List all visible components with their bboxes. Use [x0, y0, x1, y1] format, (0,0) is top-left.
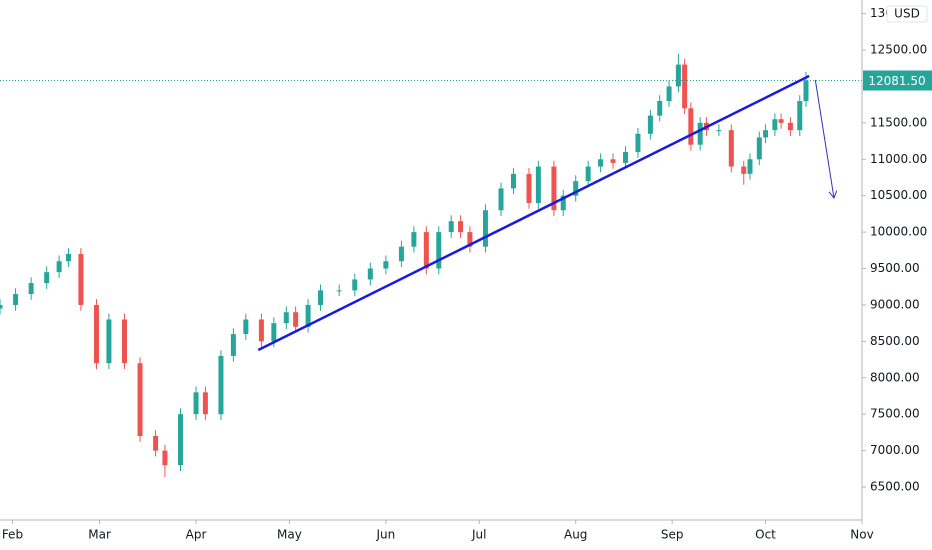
y-tick-label: 9000.00	[870, 297, 920, 311]
candle-body	[193, 392, 199, 415]
candle-body	[352, 279, 358, 291]
axes: 6500.00 7000.00 7500.00 8000.00 8500.00 9000.…	[2, 5, 932, 542]
candle-body	[551, 166, 557, 211]
candle-body	[763, 130, 769, 138]
candle-body	[622, 151, 628, 163]
candle-body	[747, 159, 753, 174]
candle-body	[65, 253, 71, 262]
currency-badge	[886, 5, 928, 23]
candle-body	[305, 304, 311, 327]
candle-body	[716, 130, 722, 132]
arrow	[814, 79, 834, 198]
candle-body	[283, 312, 289, 324]
y-tick-label: 8000.00	[870, 370, 920, 384]
y-tick-label: 10500.00	[870, 188, 927, 202]
candle-body	[467, 232, 473, 247]
y-tick-label: 7500.00	[870, 407, 920, 421]
candle-body	[728, 130, 734, 167]
candle-body	[756, 137, 762, 160]
y-tick-label: 11000.00	[870, 152, 927, 166]
candle-body	[682, 64, 688, 109]
candle-body	[585, 166, 591, 182]
candle-body	[293, 312, 299, 327]
x-tick-label: Feb	[2, 528, 23, 542]
plot-area	[0, 53, 862, 477]
candle-body	[13, 294, 19, 305]
candle-body	[560, 195, 566, 211]
candle-body	[635, 133, 641, 152]
candle-body	[318, 290, 324, 305]
candle-body	[482, 210, 488, 247]
x-tick-label: Nov	[850, 528, 873, 542]
candle-body	[411, 232, 417, 247]
candle-body	[610, 159, 616, 163]
candle-body	[202, 392, 208, 415]
candle-body	[336, 290, 342, 292]
candle-body	[218, 355, 224, 415]
last-price-label: 12081.50	[868, 74, 925, 88]
candle-body	[573, 181, 579, 196]
candle-body	[44, 272, 50, 284]
candle-body	[137, 363, 143, 437]
candle-body	[0, 304, 3, 309]
trend-line	[257, 74, 810, 352]
candle-body	[78, 253, 84, 305]
candle-body	[448, 221, 454, 233]
candle-body	[797, 101, 803, 131]
candle-body	[93, 304, 99, 364]
candle-body	[666, 86, 672, 102]
x-tick-label: Sep	[661, 528, 684, 542]
y-tick-label: 10000.00	[870, 225, 927, 239]
y-tick-label: 7000.00	[870, 443, 920, 457]
candle-body	[697, 122, 703, 145]
candle-body	[367, 268, 373, 280]
candle-body	[121, 319, 127, 364]
candle-body	[772, 119, 778, 131]
candle-body	[28, 283, 34, 295]
last-price-badge	[863, 70, 932, 91]
x-tick-label: May	[277, 528, 302, 542]
currency-label: USD	[894, 7, 920, 21]
candle-body	[271, 323, 277, 342]
candle-body	[177, 414, 183, 466]
x-tick-label: Mar	[88, 528, 111, 542]
candle-body	[510, 173, 516, 189]
candle-body	[398, 246, 404, 262]
candle-body	[787, 122, 793, 131]
x-tick-label: Jul	[471, 528, 486, 542]
candle-body	[162, 450, 168, 466]
candle-body	[498, 188, 504, 211]
candle-body	[458, 221, 464, 233]
candle-body	[657, 101, 663, 116]
candle-body	[526, 173, 532, 203]
x-tick-label: Oct	[755, 528, 776, 542]
candle-body	[423, 232, 429, 269]
candle-body	[598, 159, 604, 167]
candle-body	[675, 64, 681, 87]
candle-body	[56, 261, 62, 273]
candle-body	[383, 261, 389, 269]
y-tick-label: 6500.00	[870, 480, 920, 494]
candle-body	[436, 232, 442, 269]
candle-body	[647, 115, 653, 134]
y-tick-label: 11500.00	[870, 115, 927, 129]
candle-body	[258, 319, 264, 342]
x-tick-label: Apr	[186, 528, 207, 542]
candle-body	[741, 166, 747, 174]
candle-body	[153, 436, 159, 451]
x-tick-label: Aug	[564, 528, 587, 542]
candle-body	[106, 319, 112, 364]
candle-body	[230, 334, 236, 356]
candle-body	[778, 119, 784, 123]
candle-body	[243, 319, 249, 335]
x-tick-label: Jun	[376, 528, 396, 542]
candle-body	[535, 166, 541, 203]
y-tick-label: 12500.00	[870, 43, 927, 57]
y-tick-label: 8500.00	[870, 334, 920, 348]
candle-body	[803, 80, 809, 102]
y-tick-label: 9500.00	[870, 261, 920, 275]
candle-body	[688, 108, 694, 145]
